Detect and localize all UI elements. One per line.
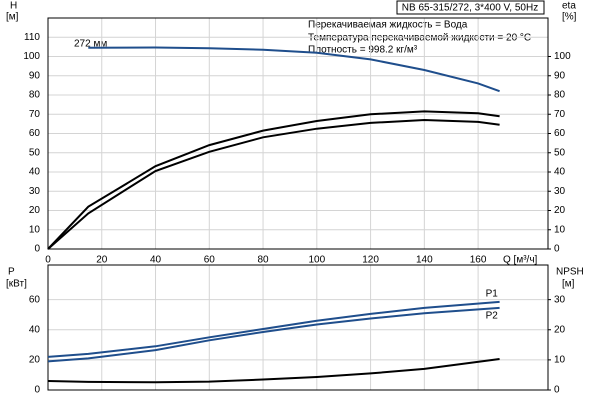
x-tick-label: 160: [470, 255, 487, 266]
series-line: [47, 306, 500, 363]
series-line: [47, 118, 500, 250]
y-tick-label: 40: [29, 167, 41, 178]
y-tick-label: 50: [29, 147, 41, 158]
y2-axis-label: [м]: [562, 279, 575, 290]
y-tick-label: 30: [29, 186, 41, 197]
y2-tick-label: 30: [554, 294, 566, 305]
y2-tick-label: 90: [554, 70, 566, 81]
series-label: P2: [486, 311, 499, 322]
y2-tick-label: 20: [554, 205, 566, 216]
y-tick-label: 60: [29, 294, 41, 305]
y2-tick-label: 20: [554, 324, 566, 335]
y-tick-label: 10: [29, 224, 41, 235]
series-line: [88, 46, 500, 93]
title-box: [396, 0, 545, 15]
x-tick-label: 0: [45, 255, 51, 266]
y2-tick-label: 70: [554, 109, 566, 120]
x-tick-label: 80: [257, 255, 269, 266]
y-tick-label: 0: [34, 244, 40, 255]
plot-frame: [47, 264, 549, 391]
y2-axis-label: eta: [562, 1, 576, 12]
x-tick-label: 100: [308, 255, 325, 266]
chart-title: NB 65-315/272, 3*400 V, 50Hz: [402, 3, 538, 14]
y2-tick-label: 40: [554, 167, 566, 178]
series-label: P1: [486, 289, 499, 300]
curve-label: 272 мм: [74, 39, 107, 50]
annotation: Перекачиваемая жидкость = Вода: [308, 20, 468, 31]
y-tick-label: 110: [24, 32, 40, 43]
x-tick-label: 120: [362, 255, 379, 266]
x-tick-label: 60: [204, 255, 216, 266]
y-tick-label: 0: [34, 385, 40, 396]
x-tick-label: 20: [96, 255, 108, 266]
series-line: [47, 300, 500, 358]
y-tick-label: 20: [29, 355, 41, 366]
series-line: [47, 358, 500, 384]
y2-tick-label: 10: [554, 355, 566, 366]
y-tick-label: 80: [29, 90, 41, 101]
y2-tick-label: 30: [554, 186, 566, 197]
y-tick-label: 60: [29, 128, 41, 139]
y2-tick-label: 0: [554, 385, 560, 396]
x-axis-label: Q [м³/ч]: [503, 255, 538, 266]
y2-axis-label: NPSH: [556, 267, 584, 278]
y2-tick-label: 80: [554, 90, 566, 101]
series-line: [47, 110, 500, 250]
y2-tick-label: 60: [554, 128, 566, 139]
y-axis-label: [кВт]: [6, 279, 27, 290]
y-tick-label: 70: [29, 109, 41, 120]
y-axis-label: P: [8, 267, 15, 278]
y2-tick-label: 10: [554, 224, 566, 235]
y2-tick-label: 0: [554, 244, 560, 255]
y2-axis-label: [%]: [562, 12, 577, 23]
annotation: Плотность = 998.2 кг/м³: [308, 45, 418, 56]
y-axis-label: [м]: [6, 12, 19, 23]
y2-tick-label: 100: [554, 51, 571, 62]
x-tick-label: 40: [150, 255, 162, 266]
y-axis-label: H: [10, 1, 17, 12]
x-tick-label: 140: [416, 255, 433, 266]
y-tick-label: 90: [29, 70, 41, 81]
y-tick-label: 40: [29, 324, 41, 335]
plot-frame: [47, 17, 549, 250]
y2-tick-label: 50: [554, 147, 566, 158]
y-tick-label: 100: [23, 51, 40, 62]
y-tick-label: 20: [29, 205, 41, 216]
annotation: Температура перекачиваемой жидкости = 20…: [308, 33, 531, 44]
